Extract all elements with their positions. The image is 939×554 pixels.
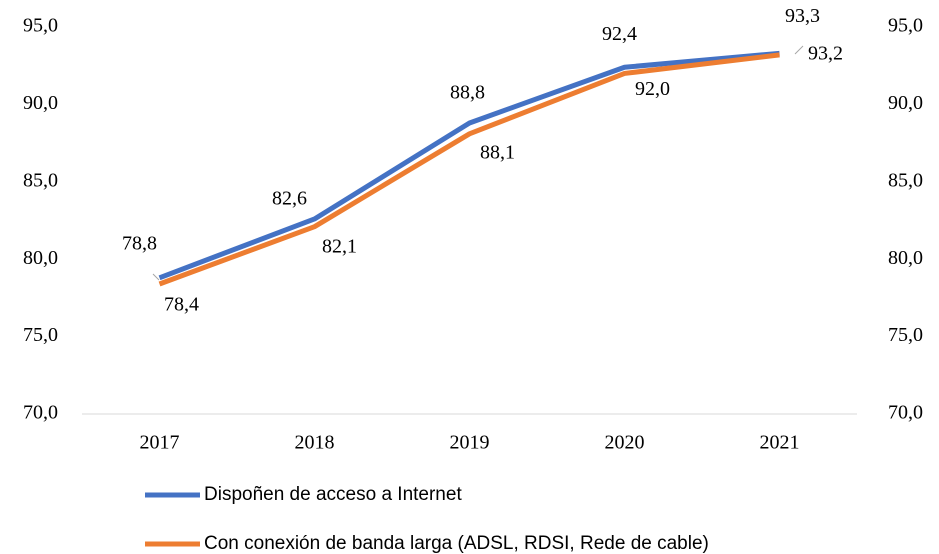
y2-tick-label: 95,0 [888, 15, 923, 37]
y2-tick-label: 80,0 [888, 247, 923, 269]
y2-tick-label: 75,0 [888, 324, 923, 346]
series-line [158, 50, 780, 281]
series-line [158, 52, 780, 287]
x-tick-label: 2021 [760, 432, 800, 454]
y-tick-label: 80,0 [23, 247, 58, 269]
x-tick-label: 2020 [605, 432, 645, 454]
y-tick-label: 95,0 [23, 15, 58, 37]
data-label: 92,0 [635, 78, 670, 100]
y2-tick-label: 85,0 [888, 169, 923, 191]
y2-tick-label: 70,0 [888, 402, 923, 424]
data-label: 88,8 [450, 82, 485, 104]
legend-label: Con conexión de banda larga (ADSL, RDSI,… [204, 533, 709, 554]
data-label: 78,8 [122, 232, 157, 254]
x-tick-label: 2018 [295, 432, 335, 454]
data-label: 93,3 [785, 5, 820, 27]
data-label: 82,1 [322, 235, 357, 257]
data-label: 88,1 [480, 141, 515, 163]
leader-line [152, 273, 160, 281]
y-tick-label: 70,0 [23, 402, 58, 424]
data-label: 92,4 [602, 23, 637, 45]
data-label: 78,4 [164, 294, 199, 316]
y2-tick-label: 90,0 [888, 92, 923, 114]
x-tick-label: 2019 [450, 432, 490, 454]
x-tick-label: 2017 [140, 432, 180, 454]
data-label: 82,6 [272, 188, 307, 210]
data-label: 93,2 [808, 42, 843, 64]
y-tick-label: 90,0 [23, 92, 58, 114]
legend-label: Dispoñen de acceso a Internet [204, 484, 462, 505]
y-tick-label: 75,0 [23, 324, 58, 346]
leader-line [794, 45, 804, 55]
y-tick-label: 85,0 [23, 169, 58, 191]
